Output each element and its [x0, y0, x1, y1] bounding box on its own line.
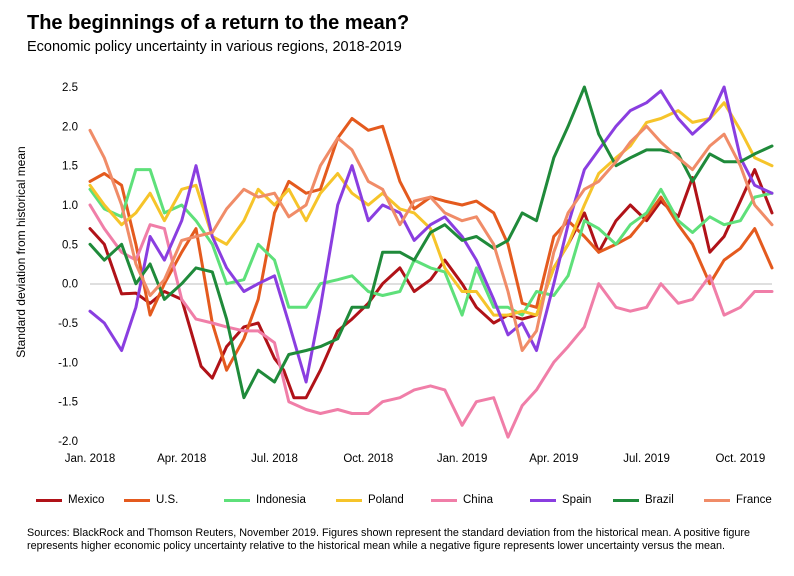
legend-swatch: [530, 498, 556, 502]
y-tick-label: -2.0: [58, 436, 78, 448]
series-line-france: [88, 124, 774, 352]
legend-label: Brazil: [645, 494, 674, 506]
y-tick-label: 2.0: [62, 121, 78, 133]
legend-item: Mexico: [36, 492, 104, 508]
legend-swatch: [336, 498, 362, 502]
x-tick-label: Apr. 2019: [529, 453, 578, 465]
y-tick-label: 2.5: [62, 82, 78, 94]
y-tick-label: -0.5: [58, 318, 78, 330]
x-tick-label: Jan. 2019: [437, 453, 488, 465]
x-axis-ticks: Jan. 2018 Apr. 2018 Jul. 2018 Oct. 2018 Jan.…: [65, 453, 766, 465]
x-tick-label: Oct. 2018: [343, 453, 393, 465]
legend-item: France: [704, 492, 772, 508]
legend-label: U.S.: [156, 494, 179, 506]
x-tick-label: Apr. 2018: [157, 453, 206, 465]
y-tick-label: -1.5: [58, 397, 78, 409]
chart-title: The beginnings of a return to the mean?: [27, 12, 410, 34]
chart-subtitle: Economic policy uncertainty in various r…: [27, 39, 402, 55]
x-tick-label: Jan. 2018: [65, 453, 116, 465]
legend-item: China: [431, 492, 493, 508]
line-chart: 2.5 2.0 1.5 1.0 0.5 0.0 -0.5 -1.0 -1.5 -2.0 Jan. …: [58, 82, 774, 465]
legend-label: Mexico: [68, 494, 105, 506]
legend-swatch: [613, 498, 639, 502]
legend-item: Poland: [336, 492, 404, 508]
legend-swatch: [224, 498, 250, 502]
series-lines: [88, 85, 774, 439]
legend-label: Indonesia: [256, 494, 306, 506]
legend-label: Spain: [562, 494, 592, 506]
y-tick-label: 1.5: [62, 161, 78, 173]
source-note: Sources: BlackRock and Thomson Reuters, …: [27, 527, 750, 552]
legend-swatch: [704, 498, 730, 502]
y-tick-label: 1.0: [62, 200, 78, 212]
legend-swatch: [36, 498, 62, 502]
legend: Mexico U.S. Indonesia Poland China Spain Brazi…: [36, 492, 776, 508]
y-axis-ticks: 2.5 2.0 1.5 1.0 0.5 0.0 -0.5 -1.0 -1.5 -2.0: [58, 82, 78, 448]
x-tick-label: Jul. 2018: [251, 453, 298, 465]
legend-item: Indonesia: [224, 492, 306, 508]
series-line-brazil: [88, 85, 774, 400]
legend-item: U.S.: [124, 492, 178, 508]
legend-label: France: [736, 494, 772, 506]
series-line-spain: [88, 85, 774, 384]
legend-label: China: [463, 494, 494, 506]
legend-swatch: [431, 498, 457, 502]
series-line-mexico: [88, 168, 774, 400]
legend-label: Poland: [368, 494, 404, 506]
y-tick-label: -1.0: [58, 357, 78, 369]
legend-item: Brazil: [613, 492, 674, 508]
y-tick-label: 0.0: [62, 279, 78, 291]
series-line-indonesia: [88, 168, 774, 317]
series-line-china: [88, 203, 774, 439]
legend-item: Spain: [530, 492, 591, 508]
y-tick-label: 0.5: [62, 239, 78, 251]
x-tick-label: Jul. 2019: [623, 453, 670, 465]
legend-swatch: [124, 498, 150, 502]
series-line-poland: [88, 101, 774, 317]
x-tick-label: Oct. 2019: [715, 453, 765, 465]
